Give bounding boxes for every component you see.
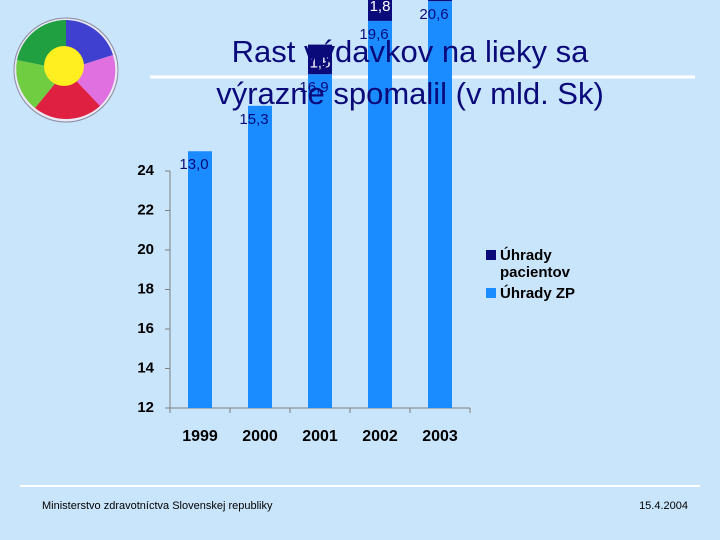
bar-segment bbox=[308, 44, 332, 75]
y-tick-label: 24 bbox=[137, 162, 154, 179]
title-line: Rast výdavkov na lieky sa bbox=[231, 34, 589, 69]
value-label: 15,3 bbox=[239, 111, 268, 128]
y-tick-label: 22 bbox=[137, 201, 154, 218]
y-tick-label: 16 bbox=[137, 320, 154, 337]
legend-item: Úhrady pacientov bbox=[486, 247, 590, 281]
y-tick-label: 12 bbox=[137, 399, 154, 416]
bar-segment bbox=[428, 0, 452, 2]
bar-segment bbox=[368, 20, 392, 409]
legend-label: Úhrady ZP bbox=[500, 285, 576, 302]
value-label: 20,6 bbox=[419, 6, 448, 23]
y-tick-label: 14 bbox=[137, 359, 154, 376]
x-tick-label: 1999 bbox=[182, 428, 218, 445]
value-label: 13,0 bbox=[179, 156, 208, 173]
value-label: 19,6 bbox=[359, 26, 388, 43]
x-tick-label: 2000 bbox=[242, 428, 278, 445]
legend-label: Úhrady pacientov bbox=[500, 247, 571, 281]
value-label: 16,9 bbox=[299, 79, 328, 96]
bar-segment bbox=[308, 74, 332, 408]
bar-segment bbox=[248, 105, 272, 408]
value-label: 1,8 bbox=[370, 0, 391, 15]
footer-left: Ministerstvo zdravotníctva Slovenskej re… bbox=[42, 500, 273, 512]
y-tick-label: 20 bbox=[137, 241, 154, 258]
bar-segment bbox=[368, 0, 392, 21]
x-tick-label: 2001 bbox=[302, 428, 338, 445]
legend: Úhrady pacientov Úhrady ZP bbox=[486, 247, 590, 306]
y-tick-label: 18 bbox=[137, 280, 154, 297]
x-tick-label: 2002 bbox=[362, 428, 398, 445]
value-label: 1,5 bbox=[310, 54, 331, 71]
bar-segment bbox=[188, 151, 212, 408]
x-tick-label: 2003 bbox=[422, 428, 458, 445]
title-line: výrazne spomalil (v mld. Sk) bbox=[216, 76, 604, 111]
legend-item: Úhrady ZP bbox=[486, 285, 590, 302]
bar-segment bbox=[428, 1, 452, 409]
legend-swatch bbox=[486, 288, 496, 298]
footer-right: 15.4.2004 bbox=[639, 500, 688, 512]
legend-swatch bbox=[486, 250, 496, 260]
logo bbox=[13, 17, 119, 123]
